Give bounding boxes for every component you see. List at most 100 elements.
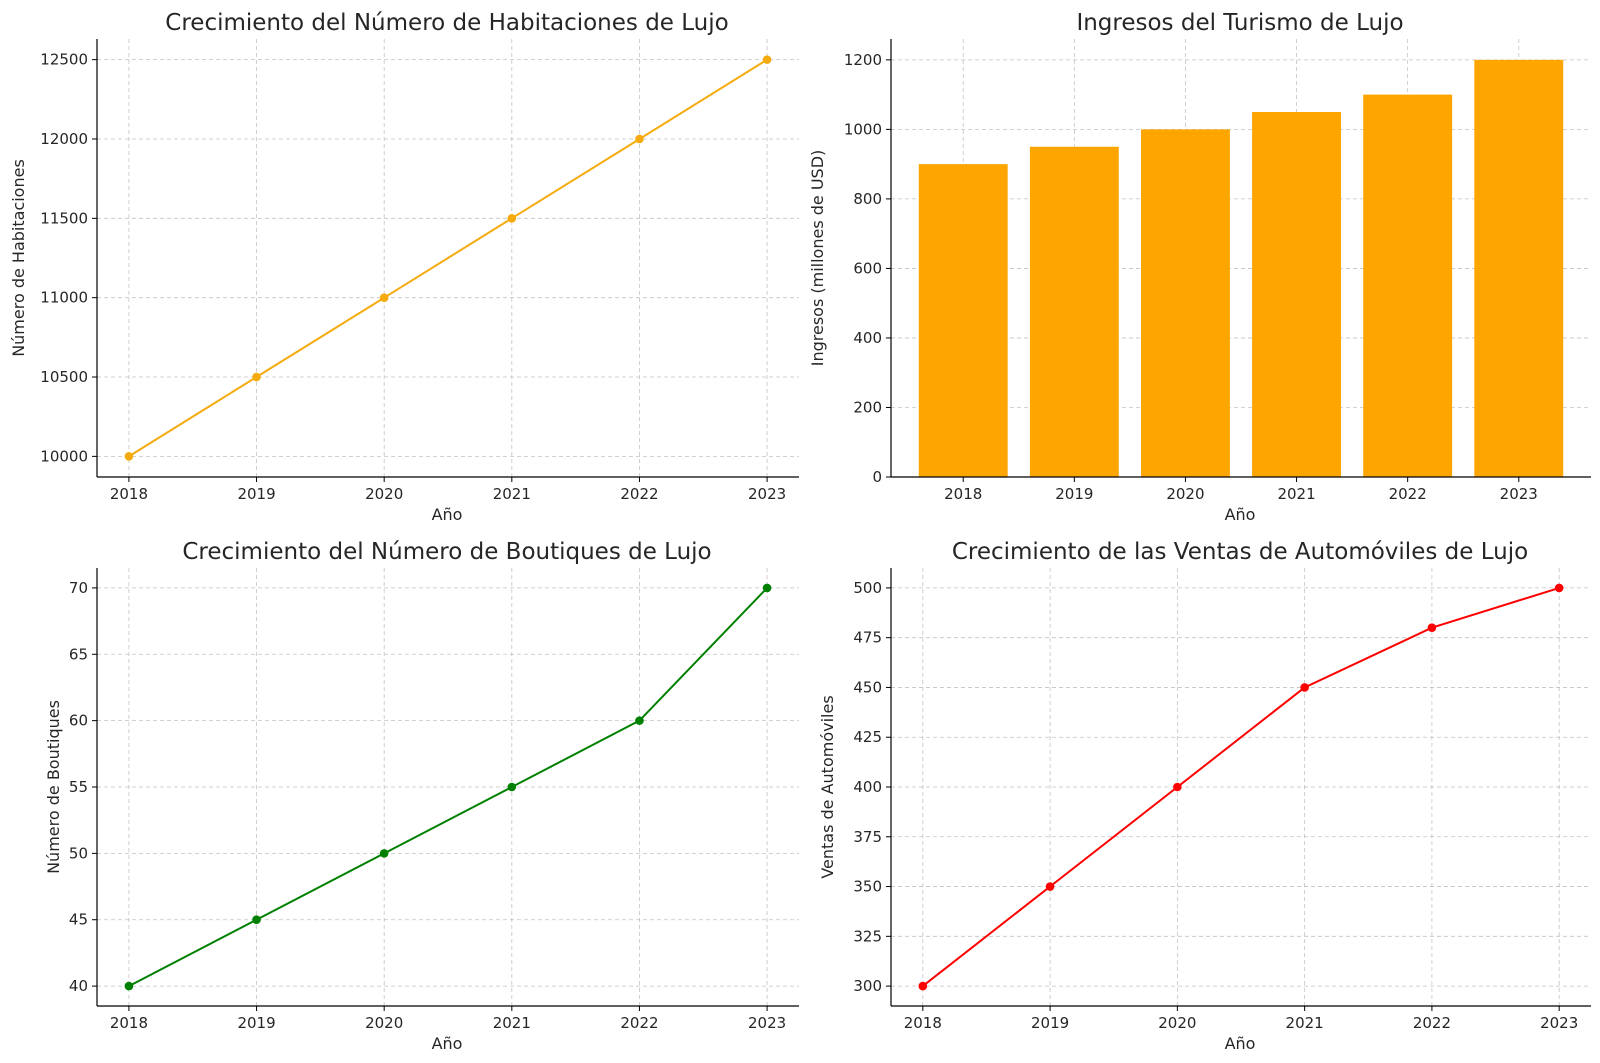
x-axis-label: Año <box>432 505 463 524</box>
x-tick-label: 2018 <box>944 485 982 503</box>
plot-area: 2018 2019 2020 2021 2022 2023 0 200 400 600 800 100… <box>844 39 1591 503</box>
x-tick-label: 2019 <box>1055 485 1093 503</box>
chart-panel-boutiques: Crecimiento del Número de Boutiques de L… <box>44 539 799 1053</box>
y-tick-label: 375 <box>853 828 882 846</box>
bar <box>1474 59 1564 477</box>
data-point <box>379 849 389 858</box>
y-tick-label: 400 <box>853 329 882 347</box>
series-line <box>922 586 1560 987</box>
data-point <box>1427 623 1437 633</box>
plot-area: 2018 2019 2020 2021 2022 2023 40 45 50 55 60 65 70 <box>69 568 799 1032</box>
y-tick-label: 200 <box>853 398 882 416</box>
x-tick-label: 2022 <box>1389 485 1427 503</box>
y-tick-label: 500 <box>853 579 882 597</box>
y-tick-label: 300 <box>853 977 882 995</box>
y-tick-label: 45 <box>69 911 88 929</box>
plot-area: 2018 2019 2020 2021 2022 2023 300 325 350 375 400 4… <box>853 568 1591 1032</box>
y-tick-label: 40 <box>69 977 88 995</box>
x-tick-label: 2020 <box>1158 1014 1196 1032</box>
chart-title: Ingresos del Turismo de Lujo <box>1076 10 1403 36</box>
x-tick-label: 2021 <box>1277 485 1315 503</box>
series-line <box>128 587 768 987</box>
y-tick-label: 325 <box>853 927 882 945</box>
x-tick-label: 2019 <box>237 485 275 503</box>
bar <box>1252 112 1341 477</box>
y-tick-label: 10500 <box>40 368 88 386</box>
x-tick-label: 2023 <box>748 1014 786 1032</box>
y-tick-label: 800 <box>853 190 882 208</box>
bar <box>1141 129 1230 477</box>
y-tick-label: 1000 <box>844 120 882 138</box>
x-tick-label: 2022 <box>620 1014 658 1032</box>
data-point <box>124 452 134 461</box>
chart-panel-automoviles: Crecimiento de las Ventas de Automóviles… <box>818 539 1591 1053</box>
x-tick-label: 2021 <box>493 485 531 503</box>
chart-title: Crecimiento de las Ventas de Automóviles… <box>952 539 1528 565</box>
y-tick-label: 425 <box>853 728 882 746</box>
data-point <box>762 55 772 64</box>
data-point <box>507 214 517 223</box>
bar <box>1363 94 1453 477</box>
y-tick-label: 11500 <box>40 209 88 227</box>
x-tick-label: 2018 <box>110 1014 148 1032</box>
x-tick-label: 2019 <box>237 1014 275 1032</box>
y-tick-label: 475 <box>853 629 882 647</box>
y-tick-label: 70 <box>69 579 88 597</box>
data-point <box>1045 882 1055 891</box>
data-point <box>124 981 134 991</box>
data-point <box>1173 782 1182 792</box>
data-point <box>635 134 644 144</box>
x-axis-label: Año <box>1225 505 1256 524</box>
data-point <box>1300 683 1309 692</box>
y-tick-label: 0 <box>872 468 882 486</box>
y-axis-label: Número de Habitaciones <box>9 159 28 357</box>
y-tick-label: 50 <box>69 844 88 862</box>
data-point <box>252 915 261 925</box>
y-tick-label: 600 <box>853 259 882 277</box>
x-tick-label: 2023 <box>748 485 786 503</box>
bar <box>918 164 1008 477</box>
x-tick-label: 2021 <box>493 1014 531 1032</box>
data-point <box>635 716 644 725</box>
y-tick-label: 12000 <box>40 130 88 148</box>
data-point <box>1554 583 1564 593</box>
y-axis-label: Número de Boutiques <box>44 700 63 874</box>
data-point <box>918 981 928 991</box>
x-tick-label: 2020 <box>365 1014 403 1032</box>
x-tick-label: 2019 <box>1031 1014 1069 1032</box>
x-tick-label: 2022 <box>620 485 658 503</box>
chart-title: Crecimiento del Número de Habitaciones d… <box>165 10 728 36</box>
y-tick-label: 65 <box>69 645 88 663</box>
x-tick-label: 2018 <box>110 485 148 503</box>
y-tick-label: 350 <box>853 878 882 896</box>
data-point <box>762 583 772 593</box>
y-tick-label: 450 <box>853 678 882 696</box>
x-tick-label: 2020 <box>365 485 403 503</box>
x-tick-label: 2023 <box>1500 485 1538 503</box>
x-tick-label: 2022 <box>1413 1014 1451 1032</box>
x-tick-label: 2023 <box>1540 1014 1578 1032</box>
x-tick-label: 2021 <box>1286 1014 1324 1032</box>
x-tick-label: 2018 <box>904 1014 942 1032</box>
chart-panel-habitaciones: Crecimiento del Número de Habitaciones d… <box>9 10 799 524</box>
series-line <box>128 58 768 458</box>
data-point <box>379 293 389 302</box>
y-tick-label: 11000 <box>40 289 88 307</box>
x-axis-label: Año <box>1225 1034 1256 1053</box>
chart-title: Crecimiento del Número de Boutiques de L… <box>182 539 711 565</box>
y-tick-label: 55 <box>69 778 88 796</box>
x-axis-label: Año <box>432 1034 463 1053</box>
x-tick-label: 2020 <box>1166 485 1204 503</box>
data-point <box>507 782 517 792</box>
bar <box>1029 146 1119 477</box>
y-tick-label: 1200 <box>844 51 882 69</box>
y-tick-label: 10000 <box>40 447 88 465</box>
y-tick-label: 60 <box>69 712 88 730</box>
y-axis-label: Ventas de Automóviles <box>818 695 837 878</box>
y-axis-label: Ingresos (millones de USD) <box>808 150 827 367</box>
data-point <box>252 372 261 382</box>
y-tick-label: 400 <box>853 778 882 796</box>
chart-panel-ingresos: Ingresos del Turismo de Lujo Año Ingreso… <box>808 10 1591 524</box>
plot-area: 2018 2019 2020 2021 2022 2023 10000 10500 11000 1… <box>40 39 799 503</box>
